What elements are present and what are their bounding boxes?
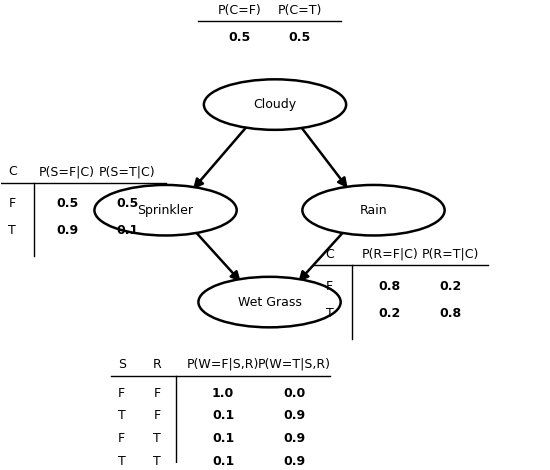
Text: Sprinkler: Sprinkler [138,204,194,217]
Text: F: F [154,409,161,423]
Text: 0.9: 0.9 [283,409,305,423]
Text: F: F [326,280,333,292]
Text: F: F [9,197,16,210]
Text: 0.2: 0.2 [439,280,461,292]
Text: P(W=F|S,R): P(W=F|S,R) [187,358,259,371]
Text: Wet Grass: Wet Grass [238,296,301,309]
Text: 0.9: 0.9 [283,432,305,446]
Ellipse shape [95,185,236,235]
Text: F: F [118,386,125,400]
Text: 0.5: 0.5 [289,31,311,44]
Text: 0.5: 0.5 [56,197,78,210]
Text: C: C [326,248,334,261]
Text: 0.1: 0.1 [212,432,234,446]
Text: 0.2: 0.2 [379,307,401,320]
Text: T: T [153,455,161,469]
Text: 0.8: 0.8 [439,307,461,320]
Text: P(C=T): P(C=T) [277,4,322,17]
Text: P(S=T|C): P(S=T|C) [99,165,156,178]
Text: 0.9: 0.9 [283,455,305,469]
Text: F: F [154,386,161,400]
Text: T: T [8,224,16,237]
Text: T: T [118,409,125,423]
Ellipse shape [204,79,346,130]
Text: P(R=T|C): P(R=T|C) [421,248,479,261]
Text: P(R=F|C): P(R=F|C) [361,248,419,261]
Text: T: T [153,432,161,446]
Text: F: F [118,432,125,446]
Text: C: C [8,165,16,178]
Text: R: R [153,358,162,371]
Text: T: T [118,455,125,469]
Text: 0.1: 0.1 [116,224,139,237]
Text: P(W=T|S,R): P(W=T|S,R) [257,358,331,371]
Text: 0.5: 0.5 [228,31,251,44]
Text: T: T [326,307,334,320]
Text: 0.0: 0.0 [283,386,305,400]
Text: 0.5: 0.5 [116,197,139,210]
Text: 0.1: 0.1 [212,409,234,423]
Ellipse shape [302,185,444,235]
Text: 0.9: 0.9 [56,224,78,237]
Text: P(S=F|C): P(S=F|C) [39,165,95,178]
Text: Rain: Rain [360,204,387,217]
Text: 0.8: 0.8 [379,280,401,292]
Text: S: S [118,358,126,371]
Ellipse shape [199,277,340,327]
Text: 1.0: 1.0 [212,386,234,400]
Text: 0.1: 0.1 [212,455,234,469]
Text: Cloudy: Cloudy [254,98,296,111]
Text: P(C=F): P(C=F) [218,4,261,17]
